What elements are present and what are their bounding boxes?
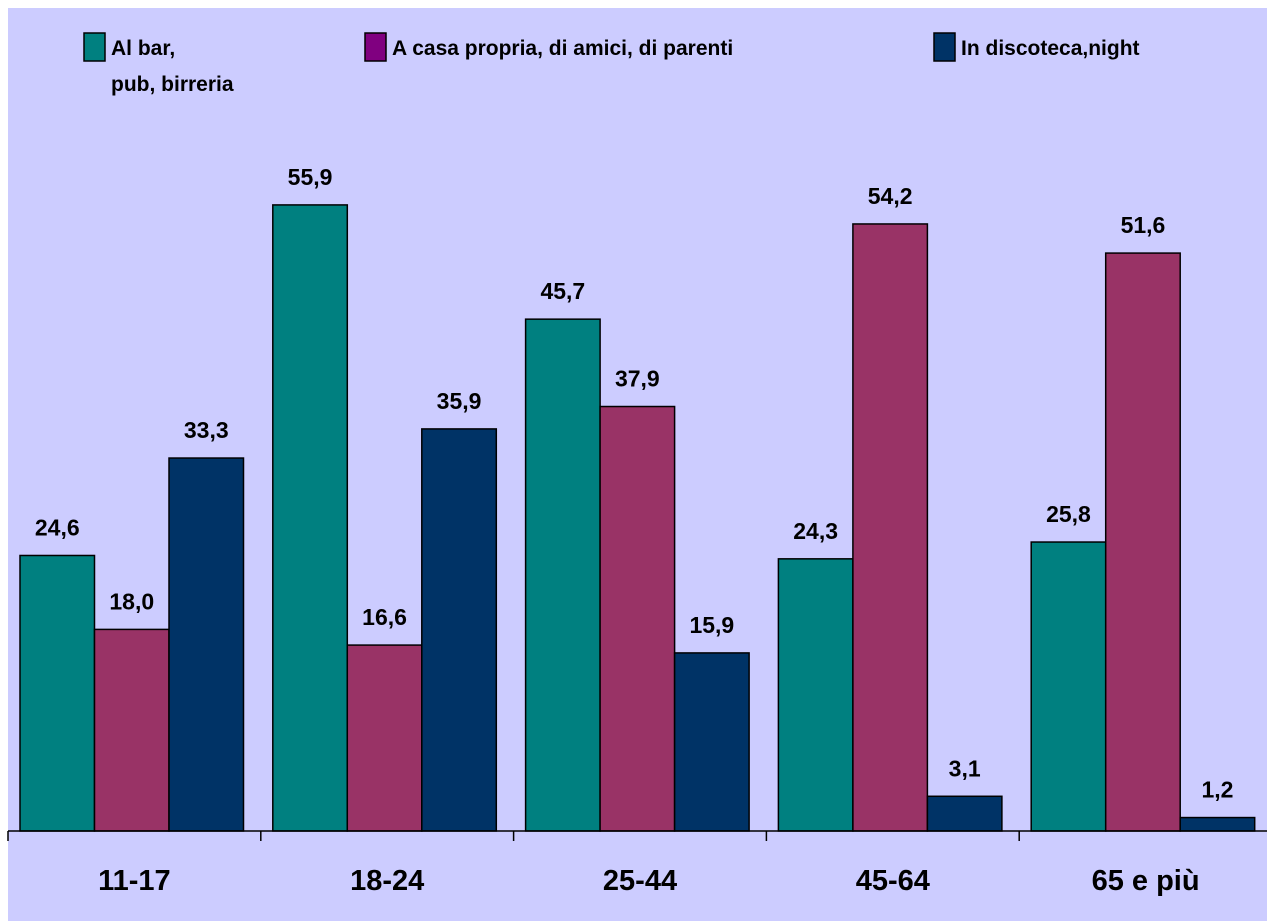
legend-item: Al bar, pub, birreria [83,32,234,96]
x-axis-ticks [7,831,1020,841]
category-label: 11-17 [98,865,171,897]
value-label: 33,3 [184,417,229,443]
legend-label: Al bar, [111,37,175,60]
value-label: 54,2 [868,183,913,209]
bar-65-e-più-series-1 [1030,541,1107,832]
legend: Al bar, pub, birreria A casa propria, di a… [83,32,1140,96]
bar-65-e-più-series-3 [1179,816,1256,832]
bar-45-64-series-1 [777,558,854,832]
bar-18-24-series-1 [272,204,349,832]
category-label: 65 e più [1092,865,1200,897]
value-label: 37,9 [615,366,660,392]
bar-25-44-series-1 [524,318,601,832]
legend-swatch [83,32,106,62]
category-label: 25-44 [603,865,677,897]
value-label: 15,9 [689,612,734,638]
bar-11-17-series-2 [93,628,170,832]
value-label: 35,9 [437,388,482,414]
bar-25-44-series-3 [673,652,750,832]
value-label: 55,9 [288,164,333,190]
bar-18-24-series-2 [346,644,423,832]
value-label: 24,3 [793,518,838,544]
bar-45-64-series-3 [926,795,1003,832]
category-label: 45-64 [856,865,930,897]
value-label: 16,6 [362,604,407,630]
legend-swatch [364,32,387,62]
bar-18-24-series-3 [421,428,498,832]
bar-45-64-series-2 [852,223,929,832]
value-label: 25,8 [1046,501,1091,527]
legend-label: A casa propria, di amici, di parenti [392,37,733,60]
bar-65-e-più-series-2 [1104,252,1181,832]
value-label: 1,2 [1201,777,1233,803]
legend-label: pub, birreria [111,73,234,96]
bar-11-17-series-1 [19,554,96,832]
legend-item: In discoteca,night [933,32,1140,62]
value-label: 24,6 [35,514,80,540]
legend-item: A casa propria, di amici, di parenti [364,32,733,62]
value-labels: 24,6 18,0 33,3 55,9 16,6 35,9 45,7 37,9 15,9 24,3… [35,164,1234,803]
category-labels: 11-17 18-24 25-44 45-64 65 e più [98,865,1199,897]
bars [19,204,1256,832]
value-label: 18,0 [109,588,154,614]
legend-label: In discoteca,night [961,37,1140,60]
category-label: 18-24 [350,865,424,897]
value-label: 51,6 [1121,212,1166,238]
bar-11-17-series-3 [168,457,245,832]
legend-swatch [933,32,956,62]
value-label: 3,1 [949,755,981,781]
bar-25-44-series-2 [599,405,676,832]
value-label: 45,7 [540,278,585,304]
